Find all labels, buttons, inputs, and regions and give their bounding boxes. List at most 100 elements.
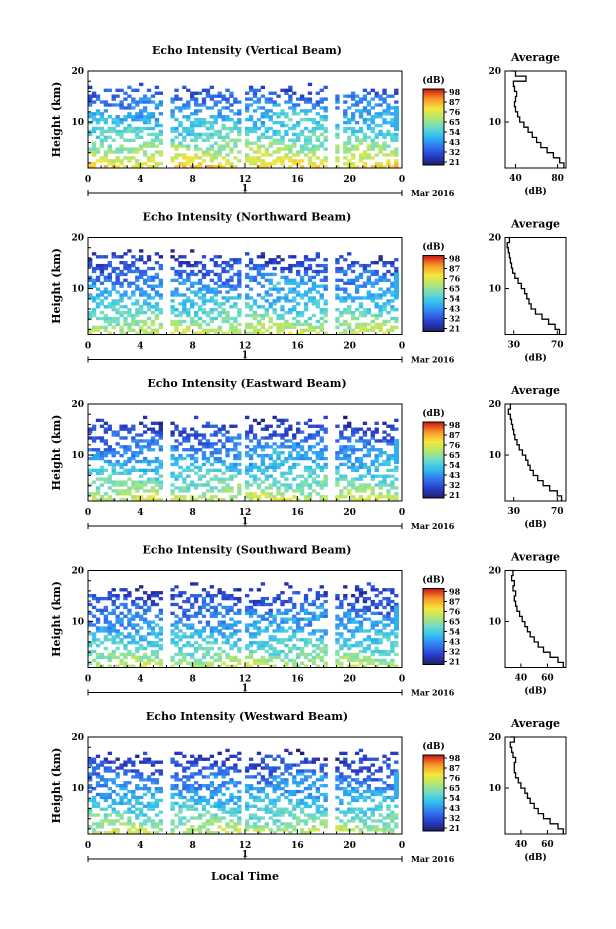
heatmap-cell: [292, 132, 297, 137]
colorbar-segment: [423, 259, 444, 262]
heatmap-cell: [190, 594, 195, 598]
heatmap-cell: [213, 831, 218, 835]
heatmap-cell: [193, 658, 199, 663]
heatmap-cell: [268, 769, 273, 773]
heatmap-cell: [209, 299, 215, 303]
heatmap-cell: [358, 594, 364, 598]
colorbar-segment: [423, 92, 444, 96]
heatmap-cell: [374, 594, 379, 598]
heatmap-cell: [366, 471, 372, 475]
heatmap-cell: [280, 474, 285, 478]
heatmap-cell: [237, 433, 242, 437]
heatmap-cell: [95, 822, 101, 826]
heatmap-cell: [284, 153, 289, 157]
heatmap-cell: [276, 629, 281, 633]
colorbar-segment: [423, 257, 444, 260]
heatmap-cell: [256, 88, 262, 92]
heatmap-cell: [292, 316, 297, 321]
heatmap-cell: [394, 602, 399, 607]
heatmap-cell: [88, 483, 93, 487]
heatmap-cell: [260, 106, 266, 110]
heatmap-cell: [311, 103, 317, 107]
heatmap-cell: [190, 825, 195, 829]
heatmap-cell: [91, 632, 97, 636]
heatmap-cell: [264, 763, 269, 767]
heatmap-cell: [358, 156, 364, 160]
heatmap-cell: [123, 635, 128, 639]
heatmap-cell: [88, 112, 93, 116]
heatmap-cell: [182, 319, 187, 324]
heatmap-cell: [288, 266, 293, 271]
heatmap-cell: [272, 483, 277, 487]
heatmap-cell: [362, 266, 368, 271]
heatmap-cell: [256, 620, 262, 624]
heatmap-cell: [115, 831, 120, 835]
heatmap-cell: [142, 611, 148, 615]
heatmap-cell: [303, 421, 309, 425]
heatmap-cell: [276, 638, 281, 642]
heatmap-cell: [358, 439, 364, 443]
heatmap-cell: [150, 480, 156, 484]
heatmap-cell: [170, 498, 175, 502]
heatmap-cell: [91, 115, 97, 119]
heatmap-cell: [319, 605, 324, 610]
heatmap-cell: [288, 596, 293, 601]
heatmap-cell: [190, 448, 195, 452]
heatmap-cell: [193, 456, 199, 461]
heatmap-cell: [245, 415, 250, 420]
heatmap-cell: [256, 106, 262, 110]
heatmap-cell: [256, 100, 262, 104]
heatmap-cell: [390, 316, 395, 321]
heatmap-cell: [178, 658, 183, 663]
heatmap-cell: [303, 498, 309, 502]
heatmap-cell: [135, 433, 140, 437]
heatmap-cell: [248, 448, 254, 452]
heatmap-cell: [245, 153, 250, 157]
heatmap-cell: [276, 819, 281, 823]
heatmap-cell: [197, 772, 203, 776]
heatmap-cell: [103, 316, 109, 321]
heatmap-cell: [107, 792, 112, 797]
heatmap-cell: [201, 646, 207, 651]
heatmap-cell: [95, 801, 101, 806]
heatmap-cell: [131, 468, 136, 473]
heatmap-cell: [186, 641, 191, 645]
heatmap-cell: [276, 120, 281, 125]
heatmap-cell: [142, 445, 148, 449]
heatmap-cell: [347, 252, 352, 256]
colorbar-segment: [423, 590, 444, 593]
heatmap-cell: [264, 150, 269, 154]
heatmap-cell: [245, 305, 250, 309]
heatmap-cell: [343, 462, 348, 467]
colorbar-segment: [423, 450, 444, 453]
heatmap-cell: [276, 103, 281, 107]
heatmap-cell: [225, 483, 230, 487]
heatmap-cell: [280, 313, 285, 318]
colorbar-segment: [423, 653, 444, 656]
heatmap-cell: [272, 112, 277, 116]
heatmap-cell: [154, 85, 160, 90]
heatmap-cell: [186, 115, 191, 119]
heatmap-cell: [299, 261, 305, 265]
heatmap-cell: [193, 165, 199, 169]
colorbar-frame: [422, 88, 445, 166]
heatmap-cell: [197, 816, 203, 820]
heatmap-cell: [197, 308, 203, 312]
heatmap-cell: [170, 471, 175, 475]
heatmap-cell: [221, 135, 226, 140]
heatmap-cell: [186, 784, 191, 788]
heatmap-cell: [347, 325, 352, 330]
heatmap-cell: [319, 646, 324, 651]
heatmap-cell: [272, 599, 277, 604]
heatmap-cell: [182, 766, 187, 770]
heatmap-cell: [276, 255, 281, 259]
heatmap-cell: [150, 658, 156, 663]
heatmap-cell: [315, 430, 320, 434]
heatmap-cell: [284, 88, 289, 92]
heatmap-cell: [237, 798, 242, 803]
heatmap-cell: [154, 331, 160, 335]
heatmap-cell: [225, 448, 230, 452]
heatmap-cell: [339, 299, 344, 303]
heatmap-cell: [237, 822, 242, 826]
heatmap-cell: [217, 786, 222, 791]
